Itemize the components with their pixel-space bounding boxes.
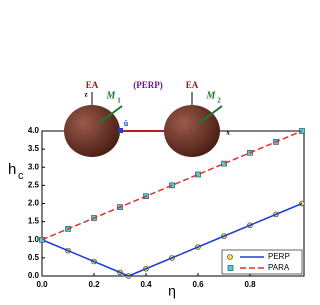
legend-marker	[227, 265, 234, 271]
x-tick-label: 0.4	[140, 280, 152, 289]
legend-label: PERP	[268, 252, 290, 261]
legend-marker	[227, 254, 233, 260]
legend-box	[221, 249, 303, 275]
y-axis-label: h	[8, 161, 16, 178]
annotation: 1	[117, 97, 121, 105]
unit-vector	[118, 128, 123, 133]
marker	[195, 171, 201, 178]
y-tick-label: 2.0	[28, 199, 40, 208]
series-line	[41, 202, 303, 277]
y-tick-label: 1.0	[28, 235, 40, 244]
annotation: x	[226, 129, 230, 137]
x-tick-label: 0.6	[192, 280, 204, 289]
annotation: (PERP)	[133, 80, 163, 90]
annotation: EA	[186, 80, 199, 90]
y-tick-label: 3.5	[28, 144, 40, 153]
moment-arrow	[197, 105, 223, 125]
legend-label: PARA	[268, 263, 290, 272]
x-tick-label: 0.8	[244, 280, 256, 289]
annotation: z	[84, 91, 87, 99]
x-tick-label: 0.2	[88, 280, 100, 289]
x-axis-label: η	[168, 283, 176, 299]
inset-diagram	[64, 92, 226, 157]
annotation: M	[206, 90, 217, 101]
series-line	[41, 130, 303, 241]
y-axis-label-sub: c	[18, 170, 24, 182]
y-tick-label: 1.5	[28, 217, 40, 226]
x-tick-label: 0.0	[36, 280, 48, 289]
annotation: EA	[86, 80, 99, 90]
annotation: M	[106, 90, 117, 101]
y-tick-label: 3.0	[28, 162, 40, 171]
annotation: û	[124, 119, 129, 128]
annotation: 2	[217, 97, 221, 105]
y-tick-label: 2.5	[28, 180, 40, 189]
y-tick-label: 4.0	[28, 126, 40, 135]
moment-arrow	[97, 105, 123, 125]
chart: 0.0 0.5 1.0 1.5 2.0 2.5 3.0 3.5 4.0 0.0 0.2 0.4 0.6 0…	[8, 80, 305, 299]
y-tick-label: 0.5	[28, 253, 40, 262]
marker	[221, 160, 227, 167]
y-tick-label: 0.0	[28, 271, 40, 280]
